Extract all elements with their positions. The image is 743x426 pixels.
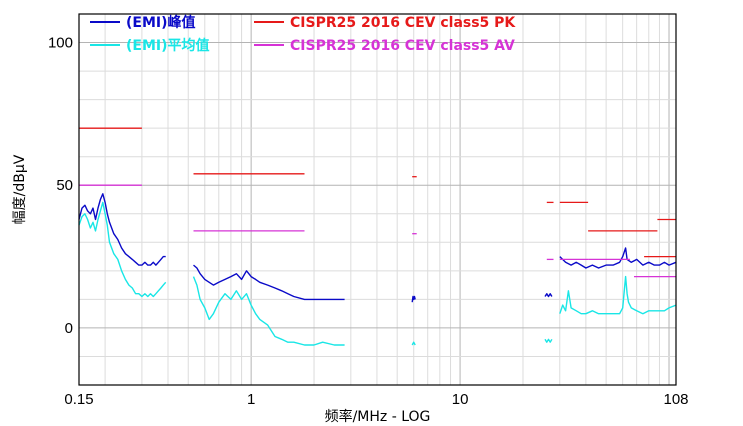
y-axis-title: 幅度/dBμV [12,154,28,224]
legend-entry: (EMI)平均值 [126,37,210,54]
y-tick-label: 100 [48,35,73,52]
series-line [78,201,167,298]
legend-entry: CISPR25 2016 CEV class5 PK [290,15,516,31]
series-line [192,276,345,346]
series-line [544,293,553,298]
legend: (EMI)峰值 (EMI)平均值 CISPR25 2016 CEV class5 P… [90,14,516,54]
series-3 [79,184,676,278]
series-layer [78,127,677,346]
plot-frame [78,13,677,386]
x-axis-title: 频率/MHz - LOG [325,408,431,425]
legend-entry: CISPR25 2016 CEV class5 AV [290,38,515,54]
x-tick-label: 10 [452,391,469,408]
series-line [559,247,677,269]
series-2 [79,127,676,258]
y-tick-label: 50 [56,177,73,194]
y-tick-label: 0 [65,320,73,337]
tick-labels: 0.15 1 10 108 0 50 100 [48,35,689,408]
series-0 [78,193,677,303]
x-tick-label: 0.15 [64,391,93,408]
series-line [559,275,677,315]
series-line [411,341,416,346]
x-tick-label: 108 [663,391,688,408]
series-line [411,295,416,303]
x-tick-label: 1 [247,391,255,408]
series-line [544,338,553,343]
series-line [193,264,345,301]
grid-lines [79,14,676,385]
series-1 [78,201,677,346]
series-line [78,193,166,266]
legend-entry: (EMI)峰值 [126,14,196,31]
